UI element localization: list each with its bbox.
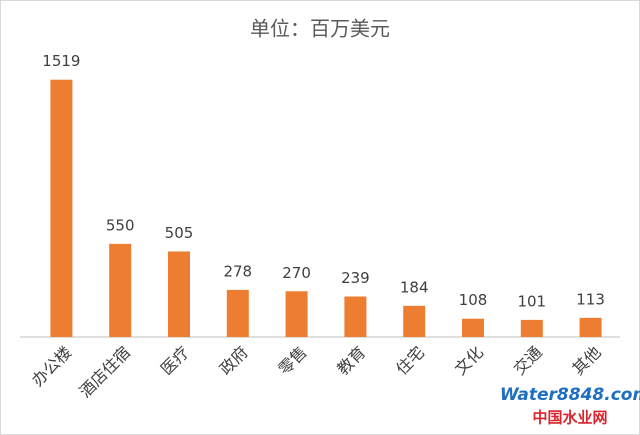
data-label: 278: [223, 262, 252, 280]
bar: [285, 291, 308, 337]
bar: [403, 305, 426, 337]
data-label: 108: [459, 291, 488, 309]
data-label: 1519: [42, 52, 80, 70]
data-label: 550: [106, 216, 135, 234]
watermark-brand: Water8848.com: [500, 385, 640, 405]
bar: [50, 79, 73, 338]
data-label: 239: [341, 269, 370, 287]
bar: [226, 289, 249, 337]
bar: [168, 251, 190, 337]
bar: [520, 319, 543, 337]
data-label: 184: [400, 278, 429, 296]
bar: [109, 243, 132, 337]
bar: [462, 318, 484, 337]
data-label: 270: [282, 264, 311, 282]
data-label: 113: [576, 290, 605, 308]
data-label: 101: [517, 292, 546, 310]
chart-title: 单位：百万美元: [250, 17, 390, 41]
bar: [344, 296, 367, 337]
data-label: 505: [165, 224, 194, 242]
bar: [579, 317, 602, 337]
watermark-name: 中国水业网: [532, 409, 607, 427]
